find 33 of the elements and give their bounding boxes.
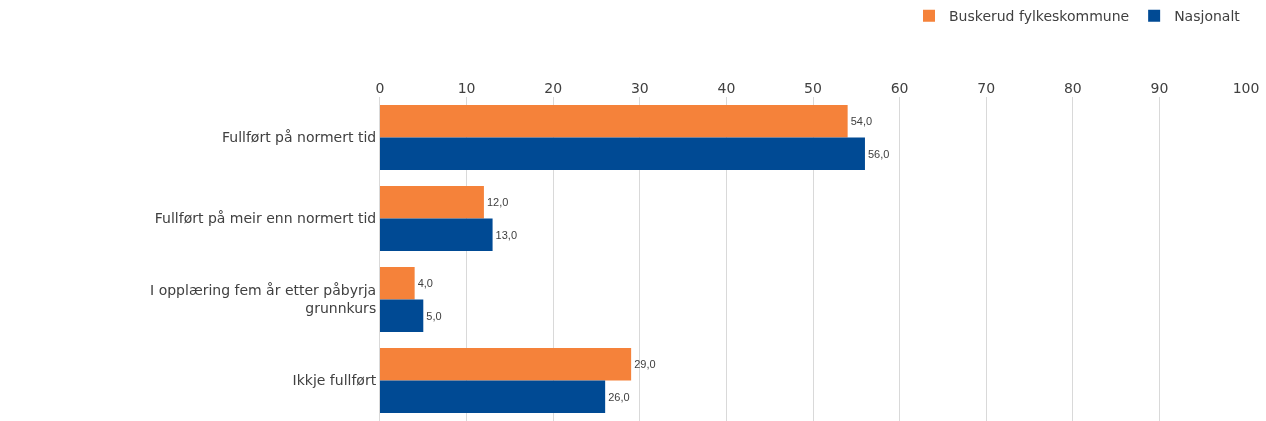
bar xyxy=(380,218,493,251)
x-tick-label: 70 xyxy=(977,80,996,97)
x-tick-label: 0 xyxy=(375,80,385,97)
bar xyxy=(380,137,865,170)
y-tick-label: I opplæring fem år etter påbyrja grunnkurs xyxy=(150,282,377,317)
bar xyxy=(380,105,848,138)
data-label: 54,0 xyxy=(850,115,873,128)
x-tick-label: 60 xyxy=(890,80,909,97)
data-label: 4,0 xyxy=(417,277,433,290)
legend-label: Buskerud fylkeskommune xyxy=(949,8,1130,25)
x-tick-label: 20 xyxy=(544,80,563,97)
y-tick-label: Fullført på normert tid xyxy=(221,129,377,146)
x-tick-label: 100 xyxy=(1232,80,1260,97)
data-label: 12,0 xyxy=(486,196,509,209)
bar xyxy=(380,299,424,332)
data-label: 29,0 xyxy=(634,358,656,371)
x-tick-label: 90 xyxy=(1150,80,1169,97)
bar xyxy=(380,267,415,300)
bar xyxy=(380,348,632,381)
x-tick-label: 30 xyxy=(630,80,649,97)
data-label: 5,0 xyxy=(426,309,442,322)
data-label: 26,0 xyxy=(608,390,630,403)
bar xyxy=(380,186,484,219)
data-label: 56,0 xyxy=(867,147,890,160)
bar xyxy=(380,380,606,413)
data-label: 13,0 xyxy=(495,228,517,241)
y-tick-label: Fullført på meir enn normert tid xyxy=(154,210,377,227)
legend-label: Nasjonalt xyxy=(1174,8,1241,25)
y-tick-label: Ikkje fullført xyxy=(292,372,377,389)
x-tick-label: 80 xyxy=(1063,80,1082,97)
x-tick-label: 50 xyxy=(804,80,822,97)
x-tick-label: 10 xyxy=(457,80,476,97)
x-tick-label: 40 xyxy=(717,80,736,97)
